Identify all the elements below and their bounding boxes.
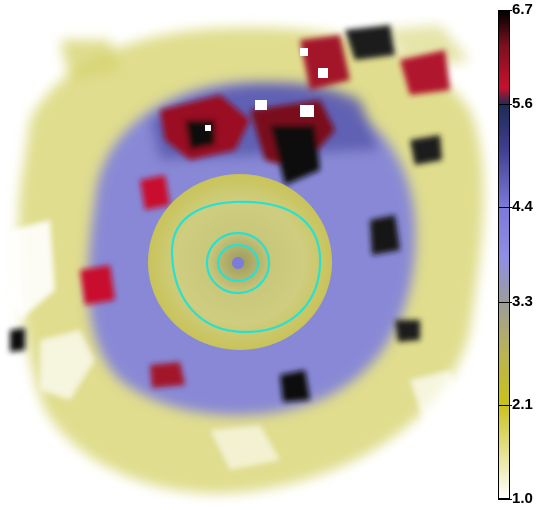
colorbar-tick-mark (498, 405, 512, 406)
colorbar-tick-mark (498, 104, 512, 105)
contour-middle (205, 231, 271, 295)
contour-inner (216, 243, 260, 283)
colorbar-tick-label: 2.1 (512, 396, 533, 413)
contour-outer (170, 200, 322, 334)
white-specks (205, 48, 328, 131)
colorbar-tick-label: 6.7 (512, 1, 533, 18)
blank-patches (10, 220, 470, 470)
colorbar-tick-label: 1.0 (512, 490, 533, 507)
hot-clumps (10, 25, 450, 402)
core-center (232, 257, 244, 269)
intensity-map (10, 25, 484, 494)
colorbar-tick-label: 3.3 (512, 293, 533, 310)
colorbar-tick-mark (498, 207, 512, 208)
colorbar-tick-label: 4.4 (512, 198, 533, 215)
colorbar-tick-mark (498, 499, 512, 500)
colorbar-tick-mark (498, 10, 512, 11)
colorbar-tick-label: 5.6 (512, 95, 533, 112)
contours (170, 200, 322, 334)
colorbar (498, 10, 510, 499)
colorbar-tick-mark (498, 302, 512, 303)
